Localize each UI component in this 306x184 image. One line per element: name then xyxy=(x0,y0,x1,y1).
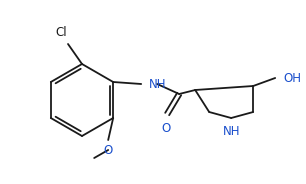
Text: NH: NH xyxy=(149,77,167,91)
Text: NH: NH xyxy=(222,125,240,138)
Text: OH: OH xyxy=(283,72,301,84)
Text: Cl: Cl xyxy=(55,26,67,39)
Text: O: O xyxy=(162,122,171,135)
Text: O: O xyxy=(103,144,113,157)
